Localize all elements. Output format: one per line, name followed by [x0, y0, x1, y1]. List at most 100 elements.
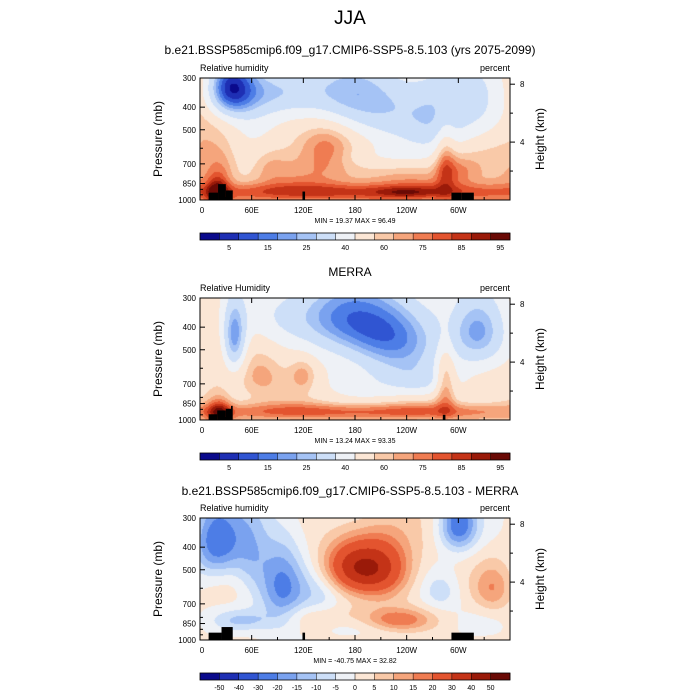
- x-tick-label: 120E: [294, 426, 313, 435]
- x-tick-label: 120E: [294, 206, 313, 215]
- colorbar-label: -50: [214, 685, 224, 692]
- colorbar-swatch: [219, 673, 240, 680]
- figure-title: JJA: [334, 8, 366, 29]
- colorbar-label: 75: [419, 465, 427, 472]
- unit-label: percent: [480, 63, 511, 73]
- colorbar-swatch: [335, 453, 356, 460]
- colorbar-label: 5: [227, 465, 231, 472]
- colorbar-swatch: [219, 233, 240, 240]
- colorbar-swatch: [219, 453, 240, 460]
- colorbar-label: 75: [419, 245, 427, 252]
- colorbar-swatch: [374, 673, 395, 680]
- panel-2-field: [200, 298, 510, 420]
- colorbar-swatch: [258, 233, 278, 240]
- colorbar-swatch: [393, 673, 414, 680]
- y-tick-label: 300: [183, 294, 197, 303]
- colorbar-swatch: [277, 453, 298, 460]
- colorbar-swatch: [277, 233, 298, 240]
- colorbar-label: 15: [264, 245, 272, 252]
- x-tick-label: 60E: [245, 426, 259, 435]
- colorbar-label: -40: [234, 685, 244, 692]
- colorbar-swatch: [471, 233, 491, 240]
- y-tick-label: 500: [183, 126, 197, 135]
- colorbar-swatch: [335, 673, 356, 680]
- colorbar-swatch: [432, 233, 453, 240]
- topography-mask: [442, 414, 446, 420]
- colorbar-label: 95: [496, 245, 504, 252]
- y-axis-label: Pressure (mb): [151, 541, 165, 617]
- colorbar-label: -15: [292, 685, 302, 692]
- colorbar-swatch: [451, 673, 472, 680]
- y-tick-label: 500: [183, 566, 197, 575]
- topography-mask: [208, 632, 222, 640]
- topography-mask: [217, 410, 226, 420]
- unit-label: percent: [480, 283, 511, 293]
- colorbar-swatch: [413, 453, 433, 460]
- colorbar-label: -30: [253, 685, 263, 692]
- colorbar-label: 5: [372, 685, 376, 692]
- field-label: Relative humidity: [200, 503, 269, 513]
- x-tick-label: 180: [348, 646, 362, 655]
- colorbar-label: 40: [341, 465, 349, 472]
- x-tick-label: 60W: [450, 426, 467, 435]
- y-tick-label: 400: [183, 323, 197, 332]
- minmax-label: MIN = -40.75 MAX = 32.82: [313, 658, 396, 665]
- x-tick-label: 60W: [450, 646, 467, 655]
- colorbar-swatch: [335, 233, 356, 240]
- colorbar-swatch: [471, 453, 491, 460]
- topography-mask: [225, 190, 233, 200]
- colorbar-label: 0: [353, 685, 357, 692]
- colorbar-swatch: [451, 453, 472, 460]
- colorbar-swatch: [490, 453, 511, 460]
- colorbar-label: 85: [458, 245, 466, 252]
- colorbar-swatch: [316, 233, 336, 240]
- y-axis-label: Pressure (mb): [151, 321, 165, 397]
- y2-tick-label: 8: [520, 80, 525, 89]
- colorbar-swatch: [296, 673, 317, 680]
- y-tick-label: 850: [183, 180, 197, 189]
- x-tick-label: 180: [348, 206, 362, 215]
- x-tick-label: 120W: [396, 426, 417, 435]
- x-tick-label: 180: [348, 426, 362, 435]
- minmax-label: MIN = 19.37 MAX = 96.49: [315, 218, 396, 225]
- colorbar-swatch: [200, 233, 220, 240]
- y-tick-label: 1000: [178, 636, 196, 645]
- panel-3-title: b.e21.BSSP585cmip6.f09_g17.CMIP6-SSP5-8.…: [181, 484, 519, 498]
- colorbar-swatch: [374, 233, 395, 240]
- y-axis-label: Pressure (mb): [151, 101, 165, 177]
- x-tick-label: 120E: [294, 646, 313, 655]
- topography-mask: [218, 184, 226, 200]
- minmax-label: MIN = 13.24 MAX = 93.35: [315, 438, 396, 445]
- x-tick-label: 60E: [245, 206, 259, 215]
- colorbar-swatch: [451, 233, 472, 240]
- panel-1-title: b.e21.BSSP585cmip6.f09_g17.CMIP6-SSP5-8.…: [164, 43, 536, 57]
- colorbar-label: 40: [467, 685, 475, 692]
- y-tick-label: 1000: [178, 416, 196, 425]
- colorbar-swatch: [238, 453, 259, 460]
- colorbar-label: 15: [264, 465, 272, 472]
- topography-mask: [208, 192, 219, 200]
- colorbar-swatch: [393, 233, 414, 240]
- colorbar-swatch: [490, 673, 511, 680]
- y2-axis-label: Height (km): [533, 328, 547, 390]
- y2-axis-label: Height (km): [533, 548, 547, 610]
- topography-mask: [208, 414, 218, 420]
- y-tick-label: 850: [183, 400, 197, 409]
- colorbar-swatch: [238, 233, 259, 240]
- unit-label: percent: [480, 503, 511, 513]
- topography-mask: [451, 632, 474, 640]
- x-tick-label: 0: [200, 206, 205, 215]
- topography-mask: [221, 627, 233, 640]
- y-tick-label: 700: [183, 160, 197, 169]
- y-tick-label: 700: [183, 380, 197, 389]
- colorbar-label: 25: [303, 465, 311, 472]
- y-tick-label: 300: [183, 74, 197, 83]
- y2-tick-label: 4: [520, 358, 525, 367]
- colorbar-swatch: [490, 233, 511, 240]
- y2-tick-label: 4: [520, 578, 525, 587]
- topography-mask: [231, 405, 233, 420]
